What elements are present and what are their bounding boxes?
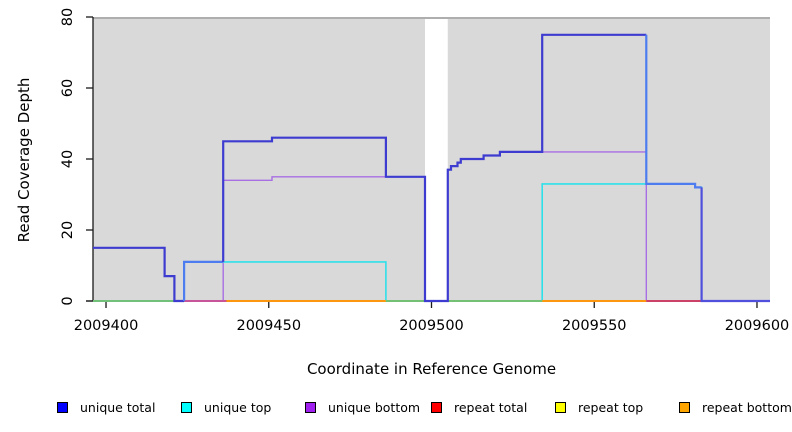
legend-item-repeat-top: repeat top — [555, 398, 643, 416]
series-unique-total — [700, 187, 770, 303]
legend-label: unique total — [80, 399, 156, 415]
x-tick-label: 2009600 — [725, 318, 790, 334]
x-tick-label: 2009400 — [74, 318, 139, 334]
y-tick-label: 40 — [60, 150, 76, 168]
legend-label: repeat bottom — [702, 399, 792, 415]
legend-swatch — [555, 401, 566, 413]
legend-label: unique top — [204, 399, 272, 415]
x-axis-title: Coordinate in Reference Genome — [306, 360, 557, 378]
legend-swatch — [431, 401, 442, 413]
y-tick-label: 80 — [60, 8, 76, 26]
legend-item-repeat-total: repeat total — [431, 398, 527, 416]
y-axis-title: Read Coverage Depth — [15, 77, 33, 243]
series-unique-total — [222, 33, 647, 303]
y-tick-label: 0 — [60, 296, 76, 305]
mask-band — [424, 19, 448, 301]
legend-item-unique-total: unique total — [57, 398, 155, 416]
legend-label: repeat top — [578, 399, 644, 415]
legend-swatch — [679, 401, 690, 413]
series-unique-total — [645, 34, 702, 189]
legend: unique total unique top unique bottom repea… — [0, 398, 792, 418]
legend-item-unique-top: unique top — [181, 398, 271, 416]
x-tick-label: 2009450 — [236, 318, 301, 334]
legend-swatch — [57, 401, 68, 413]
legend-swatch — [305, 401, 316, 413]
series-unique-total — [183, 260, 224, 301]
legend-item-repeat-bottom: repeat bottom — [679, 398, 792, 416]
y-tick-label: 60 — [60, 79, 76, 97]
x-tick-label: 2009500 — [399, 318, 464, 334]
x-tick-label: 2009550 — [562, 318, 627, 334]
y-tick-label: 20 — [60, 221, 76, 239]
legend-label: repeat total — [454, 399, 528, 415]
legend-label: unique bottom — [328, 399, 421, 415]
legend-item-unique-bottom: unique bottom — [305, 398, 420, 416]
legend-swatch — [181, 401, 192, 413]
series-unique-total — [93, 246, 185, 303]
